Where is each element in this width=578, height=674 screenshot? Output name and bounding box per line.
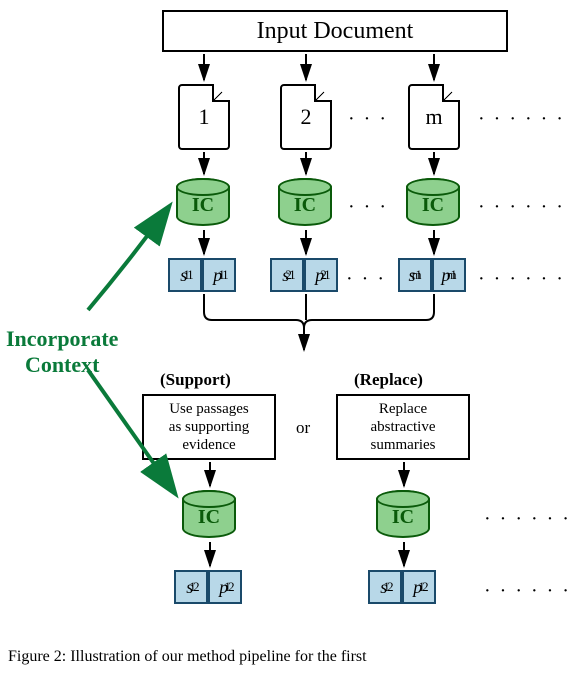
p-box: p21 — [208, 570, 242, 604]
s-box: s11 — [168, 258, 202, 292]
ellipsis: · · · · · · — [478, 108, 565, 131]
ellipsis: · · · · · · — [478, 196, 565, 219]
page-1: 1 — [178, 84, 230, 150]
ic-cylinder: IC — [406, 178, 460, 226]
ic-label: IC — [392, 506, 414, 529]
ic-cylinder: IC — [278, 178, 332, 226]
p-box: p12 — [304, 258, 338, 292]
s-box: s21 — [368, 570, 402, 604]
ic-label: IC — [198, 506, 220, 529]
ellipsis: · · · · · · — [484, 508, 571, 531]
ic-label: IC — [294, 194, 316, 217]
incorporate-line1: Incorporate — [6, 326, 118, 352]
support-header: (Support) — [160, 370, 231, 390]
figure-caption: Figure 2: Illustration of our method pip… — [8, 648, 568, 666]
replace-box: Replace abstractive summaries — [336, 394, 470, 460]
or-label: or — [296, 418, 310, 438]
incorporate-context-label: Incorporate Context — [6, 326, 118, 379]
incorporate-line2: Context — [6, 352, 118, 378]
action-line: summaries — [371, 436, 436, 454]
support-box: Use passages as supporting evidence — [142, 394, 276, 460]
p-box: p11 — [202, 258, 236, 292]
p-box: p21 — [402, 570, 436, 604]
ellipsis: · · · — [348, 108, 388, 131]
action-line: Replace — [379, 400, 427, 418]
input-document-box: Input Document — [162, 10, 508, 52]
ic-cylinder: IC — [182, 490, 236, 538]
diagram-canvas: Input Document 1 2 m · · · · · · · · · I… — [0, 0, 578, 674]
ic-cylinder: IC — [176, 178, 230, 226]
action-line: Use passages — [169, 400, 249, 418]
action-line: as supporting — [169, 418, 249, 436]
action-line: abstractive — [371, 418, 436, 436]
action-line: evidence — [182, 436, 235, 454]
ellipsis: · · · · · · — [484, 580, 571, 603]
page-2: 2 — [280, 84, 332, 150]
input-doc-label: Input Document — [257, 18, 414, 45]
s-box: s1m — [398, 258, 432, 292]
caption-text: Illustration of our method pipeline for … — [70, 648, 366, 665]
s-box: s21 — [174, 570, 208, 604]
ic-label: IC — [422, 194, 444, 217]
p-box: p1m — [432, 258, 466, 292]
caption-prefix: Figure 2: — [8, 648, 70, 665]
s-box: s12 — [270, 258, 304, 292]
page-label: 1 — [199, 104, 210, 130]
ellipsis: · · · — [348, 196, 388, 219]
ellipsis: · · · · · · — [478, 268, 565, 291]
replace-header: (Replace) — [354, 370, 423, 390]
page-label: 2 — [301, 104, 312, 130]
page-m: m — [408, 84, 460, 150]
ellipsis: · · · — [346, 268, 386, 291]
ic-label: IC — [192, 194, 214, 217]
page-label: m — [425, 104, 442, 130]
ic-cylinder: IC — [376, 490, 430, 538]
